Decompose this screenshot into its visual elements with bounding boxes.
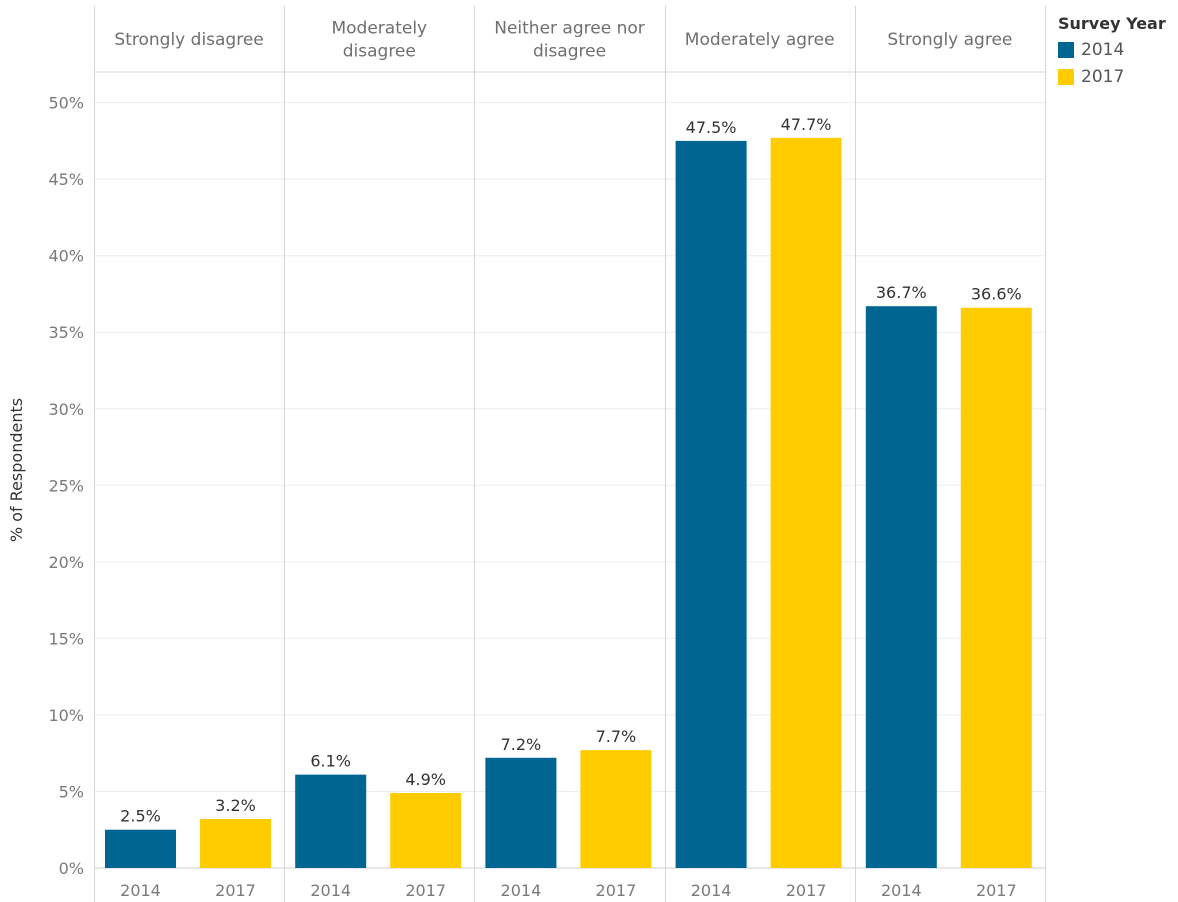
x-tick-label: 2014 (310, 881, 351, 900)
panel-header: Neither agree nor disagree (494, 19, 645, 62)
legend-item-2014[interactable]: 2014 (1058, 40, 1178, 60)
y-tick-label: 30% (48, 400, 84, 419)
legend-title: Survey Year (1058, 14, 1166, 33)
legend-label-2017: 2017 (1081, 67, 1125, 87)
bar-value-label: 3.2% (215, 796, 256, 815)
bar-value-label: 47.5% (686, 118, 737, 137)
x-tick-label: 2017 (976, 881, 1017, 900)
x-tick-label: 2014 (120, 881, 161, 900)
y-tick-label: 40% (48, 247, 84, 266)
x-tick-label: 2014 (881, 881, 922, 900)
y-tick-label: 10% (48, 706, 84, 725)
bar-value-label: 7.7% (596, 727, 637, 746)
bar-2014 (675, 140, 747, 868)
bar-value-label: 36.6% (971, 285, 1022, 304)
y-axis-title: % of Respondents (7, 398, 26, 542)
bar-2014 (865, 306, 937, 868)
y-tick-label: 5% (59, 782, 84, 801)
legend-swatch-2014 (1058, 42, 1074, 58)
bar-2014 (295, 774, 367, 868)
y-tick-label: 0% (59, 859, 84, 878)
legend-item-2017[interactable]: 2017 (1058, 67, 1178, 87)
bar-2017 (200, 819, 271, 868)
bar-value-label: 47.7% (781, 115, 832, 134)
panel-header: Strongly disagree (114, 30, 263, 50)
x-tick-label: 2017 (786, 881, 827, 900)
panel-header: Moderately disagree (331, 19, 427, 62)
y-tick-label: 50% (48, 94, 84, 113)
chart: 0% 5% 10% 15% 20% 25% 30% 35% 40% 45% 50% % of Resp… (7, 6, 1046, 902)
panel-header: Strongly agree (887, 30, 1012, 50)
legend-label-2014: 2014 (1081, 40, 1125, 60)
y-tick-label: 35% (48, 323, 84, 342)
y-tick-label: 15% (48, 629, 84, 648)
bar-value-label: 7.2% (501, 735, 542, 754)
bar-value-label: 36.7% (876, 283, 927, 302)
bar-2017 (770, 137, 842, 869)
bar-2014 (105, 829, 176, 868)
x-tick-label: 2017 (596, 881, 637, 900)
y-tick-label: 20% (48, 553, 84, 572)
bar-value-label: 4.9% (405, 770, 446, 789)
bar-2017 (580, 750, 652, 868)
x-tick-label: 2014 (501, 881, 542, 900)
x-tick-label: 2017 (215, 881, 256, 900)
x-tick-label: 2017 (405, 881, 446, 900)
bar-value-label: 2.5% (120, 807, 161, 826)
y-tick-label: 45% (48, 170, 84, 189)
y-tick-label: 25% (48, 476, 84, 495)
bar-2017 (960, 307, 1032, 868)
bar-value-label: 6.1% (310, 752, 351, 771)
legend-swatch-2017 (1058, 69, 1074, 85)
x-tick-label: 2014 (691, 881, 732, 900)
panel-header: Moderately agree (685, 30, 835, 50)
bar-2014 (485, 757, 557, 868)
legend: Survey Year 2014 2017 (1058, 14, 1178, 87)
bar-2017 (390, 792, 462, 868)
